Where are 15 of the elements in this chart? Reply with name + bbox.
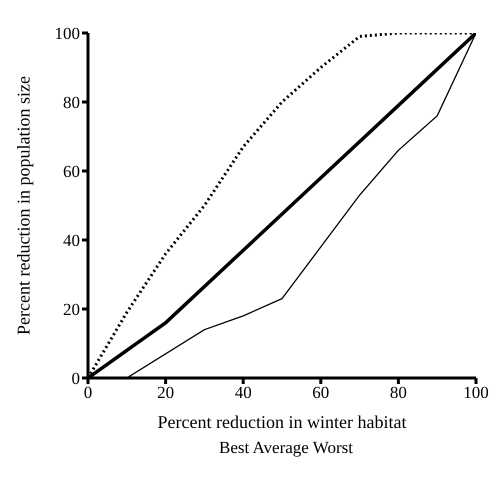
text: Best Average Worst bbox=[218, 438, 354, 458]
y-tick-label: 20 bbox=[63, 300, 80, 320]
x-tick-label: 40 bbox=[234, 383, 252, 402]
y-tick-label: 100 bbox=[54, 24, 80, 44]
y-tick-label: 0 bbox=[72, 369, 80, 388]
x-tick-label: 80 bbox=[390, 383, 407, 402]
y-tick-label: 40 bbox=[63, 231, 80, 250]
x-tick-label: 100 bbox=[463, 383, 489, 402]
x-tick-label: 60 bbox=[312, 383, 330, 402]
x-tick-label: 0 bbox=[84, 383, 92, 402]
y-tick-label: 80 bbox=[63, 93, 80, 112]
x-tick-label: 20 bbox=[157, 383, 174, 402]
x-axis-title: Percent reduction in winter habitat bbox=[158, 412, 406, 432]
y-axis-title: Percent reduction in population size bbox=[13, 76, 34, 335]
y-tick-label: 60 bbox=[63, 162, 80, 182]
